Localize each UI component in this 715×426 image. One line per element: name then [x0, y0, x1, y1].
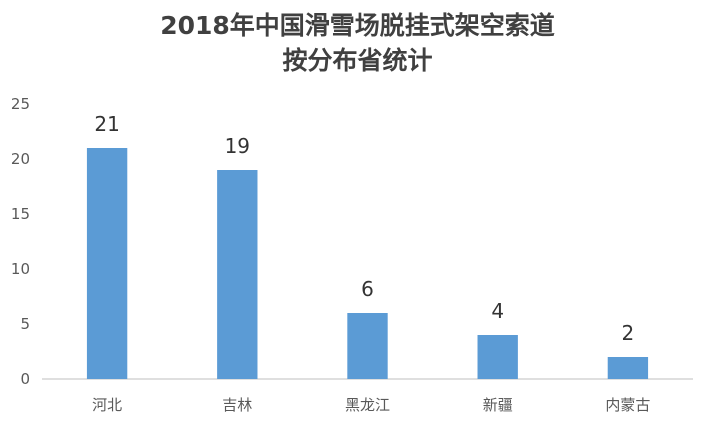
- chart-title: 2018年中国滑雪场脱挂式架空索道 按分布省统计: [0, 8, 715, 78]
- bar: [607, 357, 649, 379]
- bar: [86, 148, 128, 379]
- bar: [347, 313, 388, 379]
- bar-value-label: 6: [361, 277, 374, 301]
- bar-value-label: 4: [491, 299, 504, 323]
- y-tick-label: 15: [11, 205, 30, 223]
- x-category-label: 河北: [92, 396, 122, 414]
- x-category-label: 吉林: [222, 396, 252, 414]
- x-category-label: 黑龙江: [345, 396, 390, 414]
- bar-value-label: 19: [225, 134, 250, 158]
- bar: [477, 335, 518, 379]
- bar: [217, 170, 258, 379]
- chart-title-line-2: 按分布省统计: [282, 46, 433, 75]
- y-tick-label: 25: [11, 95, 30, 113]
- x-category-label: 内蒙古: [605, 396, 650, 414]
- chart-title-line-1: 2018年中国滑雪场脱挂式架空索道: [160, 11, 555, 40]
- bar-value-label: 21: [94, 112, 119, 136]
- x-category-label: 新疆: [483, 396, 513, 414]
- y-tick-label: 0: [20, 370, 30, 388]
- y-tick-label: 20: [11, 150, 30, 168]
- y-tick-label: 10: [11, 260, 30, 278]
- y-tick-label: 5: [20, 315, 30, 333]
- bar-value-label: 2: [622, 321, 635, 345]
